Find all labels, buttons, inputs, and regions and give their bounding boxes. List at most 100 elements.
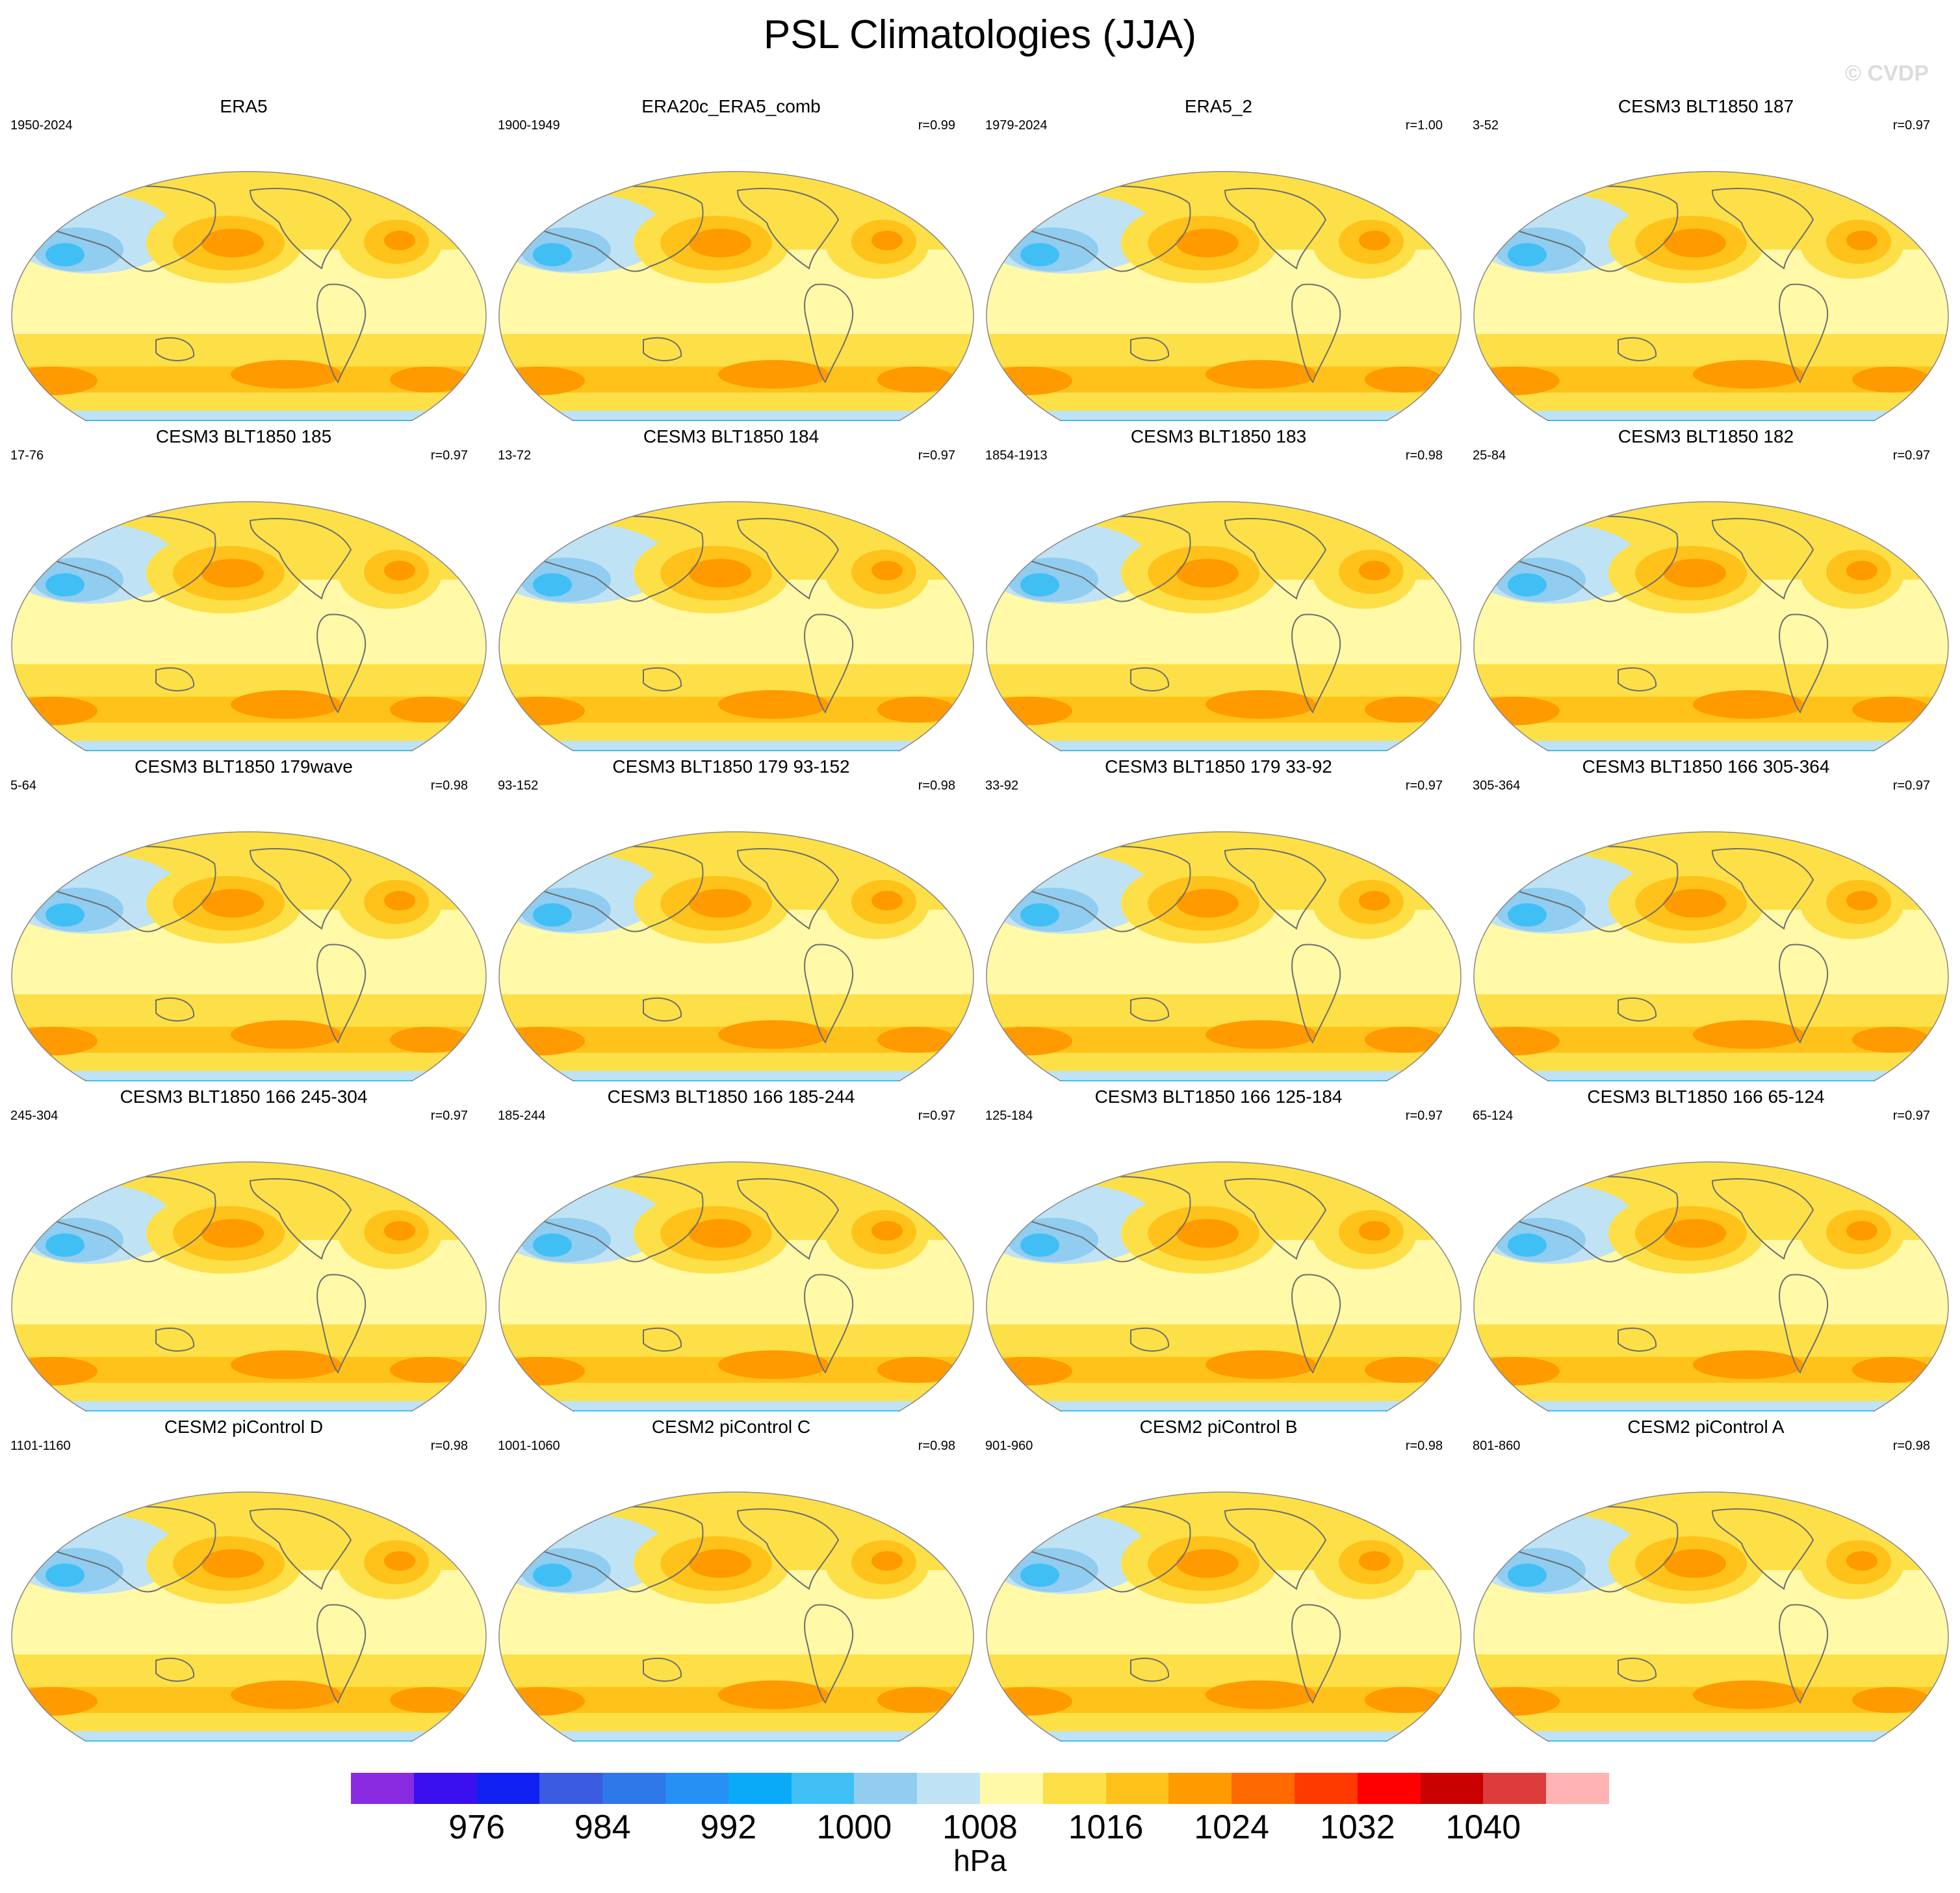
panel-years: 93-152 <box>498 779 539 793</box>
colorbar <box>351 1773 1609 1804</box>
pressure-band <box>12 1383 486 1401</box>
panel-years: 1001-1060 <box>498 1439 560 1453</box>
pressure-band <box>1474 1071 1948 1080</box>
panel-title: ERA5_2 <box>1184 96 1253 116</box>
azores-high-core <box>1359 1221 1390 1241</box>
asian-low-core <box>533 243 572 266</box>
panel-pattern-correlation: r=0.98 <box>430 1439 468 1453</box>
psl-map <box>498 1161 974 1411</box>
panel-pattern-correlation: r=0.97 <box>1892 448 1930 463</box>
south-atlantic-high <box>1852 1027 1930 1053</box>
pressure-band <box>499 393 974 411</box>
panel-pattern-correlation: r=0.97 <box>918 1109 955 1123</box>
panel-years: 901-960 <box>985 1439 1033 1453</box>
pressure-band <box>12 1401 486 1410</box>
colorbar-swatch <box>1420 1773 1484 1804</box>
south-atlantic-high <box>390 1357 468 1383</box>
australia-outline <box>1618 1327 1657 1352</box>
psl-map <box>11 831 487 1081</box>
pressure-band <box>986 334 1461 367</box>
pressure-band <box>12 1713 486 1731</box>
pressure-band <box>1474 664 1948 697</box>
map-panel: CESM3 BLT1850 166 125-184 125-184 r=0.97 <box>975 1087 1462 1411</box>
pressure-band <box>986 1324 1461 1357</box>
south-indian-high <box>12 697 97 725</box>
north-pacific-high-core <box>1664 1219 1726 1248</box>
globe-outline <box>498 1161 974 1411</box>
south-america-outline <box>804 1604 854 1705</box>
pressure-band <box>1474 1731 1948 1740</box>
azores-high-core <box>384 891 415 910</box>
pressure-band <box>12 1655 486 1687</box>
south-atlantic-high <box>877 697 955 723</box>
south-america-outline <box>1291 283 1341 384</box>
south-indian-high <box>499 1357 585 1385</box>
panel-pattern-correlation: r=0.97 <box>430 448 468 463</box>
north-pacific-high-core <box>201 889 264 918</box>
colorbar-tick-label: 1040 <box>1445 1809 1521 1846</box>
azores-high-core <box>1359 1551 1390 1571</box>
pressure-band <box>499 1401 974 1410</box>
pressure-band <box>1474 1080 1948 1081</box>
colorbar-swatch <box>1294 1773 1358 1804</box>
globe-outline <box>986 1491 1462 1742</box>
pressure-band <box>499 1740 974 1742</box>
south-pacific-high <box>1693 1681 1803 1709</box>
asian-low-core <box>1508 1564 1547 1587</box>
pressure-band <box>499 1713 974 1731</box>
panel-title: CESM2 piControl B <box>1139 1417 1298 1437</box>
globe-outline <box>1473 1161 1949 1411</box>
pressure-band <box>986 664 1461 697</box>
australia-outline <box>643 667 682 691</box>
australia-outline <box>1618 997 1657 1022</box>
panel-title: CESM3 BLT1850 187 <box>1618 96 1794 116</box>
globe-outline <box>1473 501 1949 751</box>
azores-high-core <box>384 561 415 580</box>
panel-pattern-correlation: r=0.98 <box>1405 448 1443 463</box>
north-pacific-high-core <box>689 559 751 587</box>
azores-high-core <box>1846 561 1877 580</box>
pressure-band <box>12 741 486 750</box>
australia-outline <box>643 1327 682 1352</box>
asian-low-core <box>533 573 572 597</box>
north-pacific-high-core <box>1176 1219 1239 1248</box>
south-america-outline <box>804 1274 854 1374</box>
asian-low-core <box>1020 1233 1059 1257</box>
psl-map <box>1473 171 1949 421</box>
azores-high-core <box>871 1221 903 1241</box>
australia-outline <box>643 1657 682 1682</box>
south-america-outline <box>804 283 854 384</box>
panel-years: 1101-1160 <box>10 1439 71 1453</box>
panel-years: 245-304 <box>10 1109 58 1123</box>
panel-years: 3-52 <box>1473 118 1499 133</box>
pressure-band <box>499 1655 974 1687</box>
panel-pattern-correlation: r=0.98 <box>1405 1439 1443 1453</box>
pressure-band <box>1474 723 1948 741</box>
south-atlantic-high <box>390 1687 468 1713</box>
south-pacific-high <box>1693 1020 1803 1049</box>
asian-low-core <box>1020 573 1059 597</box>
south-indian-high <box>12 1027 97 1055</box>
north-america-outline <box>736 188 840 270</box>
north-america-outline <box>1224 188 1327 270</box>
north-pacific-high-core <box>1176 559 1239 587</box>
panel-title: CESM3 BLT1850 185 <box>155 426 332 446</box>
pressure-band <box>986 1080 1461 1081</box>
australia-outline <box>1618 667 1657 691</box>
pressure-band <box>1474 1713 1948 1731</box>
panel-title: ERA5 <box>220 96 268 116</box>
globe-outline <box>11 831 487 1081</box>
colorbar-tick-label: 1016 <box>1068 1809 1144 1846</box>
globe-outline <box>11 501 487 751</box>
pressure-band <box>1474 1324 1948 1357</box>
pressure-band <box>1474 334 1948 367</box>
globe-outline <box>11 171 487 421</box>
pressure-band <box>1474 1655 1948 1687</box>
south-atlantic-high <box>1365 367 1443 393</box>
south-atlantic-high <box>1852 697 1930 723</box>
colorbar-tick-label: 992 <box>700 1809 757 1846</box>
north-america-outline <box>1224 1508 1327 1590</box>
north-america-outline <box>1711 518 1814 600</box>
azores-high-core <box>1846 1221 1877 1241</box>
asian-low-core <box>1020 1564 1059 1587</box>
